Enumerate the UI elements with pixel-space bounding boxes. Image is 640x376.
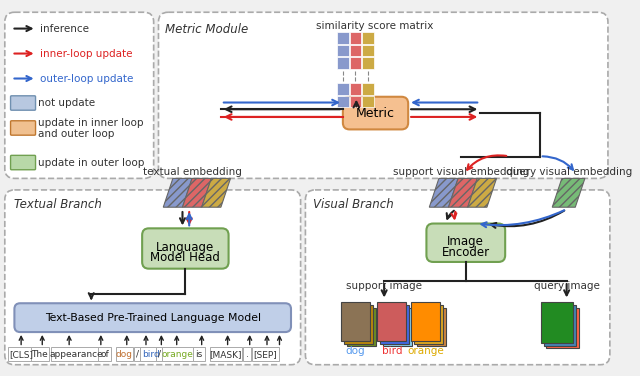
Polygon shape xyxy=(163,178,192,207)
Bar xyxy=(349,58,361,69)
Text: [MASK]: [MASK] xyxy=(209,350,242,359)
Text: update in inner loop
and outer loop: update in inner loop and outer loop xyxy=(38,118,144,139)
Text: Metric: Metric xyxy=(356,106,395,120)
Text: update in outer loop: update in outer loop xyxy=(38,158,145,168)
Text: [SEP]: [SEP] xyxy=(253,350,277,359)
Bar xyxy=(543,305,576,346)
Text: The: The xyxy=(31,350,48,359)
Bar xyxy=(362,58,374,69)
FancyBboxPatch shape xyxy=(51,347,102,361)
Text: Language: Language xyxy=(156,241,214,254)
FancyBboxPatch shape xyxy=(426,224,505,262)
Text: is: is xyxy=(195,350,202,359)
Bar xyxy=(347,308,376,346)
Bar xyxy=(349,83,361,95)
Text: dog: dog xyxy=(346,346,365,356)
Bar xyxy=(349,32,361,44)
Text: outer-loop update: outer-loop update xyxy=(40,74,134,83)
Polygon shape xyxy=(552,178,585,207)
FancyBboxPatch shape xyxy=(193,347,205,361)
Bar xyxy=(349,45,361,56)
Polygon shape xyxy=(449,178,477,207)
Text: Visual Branch: Visual Branch xyxy=(313,198,394,211)
Bar xyxy=(547,308,579,349)
FancyBboxPatch shape xyxy=(305,190,610,365)
Text: bird: bird xyxy=(381,346,402,356)
Bar xyxy=(337,96,349,107)
FancyBboxPatch shape xyxy=(162,347,193,361)
Bar xyxy=(362,45,374,56)
Text: Metric Module: Metric Module xyxy=(165,23,248,36)
FancyBboxPatch shape xyxy=(11,155,36,170)
Text: inference: inference xyxy=(40,24,90,33)
Bar xyxy=(417,308,445,346)
Text: textual embedding: textual embedding xyxy=(143,167,241,177)
Polygon shape xyxy=(202,178,230,207)
Text: orange: orange xyxy=(162,350,194,359)
Text: Text-Based Pre-Trained Language Model: Text-Based Pre-Trained Language Model xyxy=(45,313,260,323)
Bar xyxy=(337,58,349,69)
FancyBboxPatch shape xyxy=(5,190,301,365)
Text: [CLS]: [CLS] xyxy=(10,350,34,359)
FancyBboxPatch shape xyxy=(343,97,408,129)
Text: ← legend: ← legend xyxy=(13,20,19,21)
Text: orange: orange xyxy=(407,346,444,356)
Bar xyxy=(344,305,372,344)
Bar xyxy=(337,32,349,44)
Text: /: / xyxy=(136,350,140,359)
Polygon shape xyxy=(182,178,211,207)
Text: query image: query image xyxy=(534,281,600,291)
Bar xyxy=(341,302,370,341)
Text: bird: bird xyxy=(142,350,159,359)
Bar xyxy=(378,302,406,341)
Bar xyxy=(411,302,440,341)
FancyBboxPatch shape xyxy=(5,12,154,178)
FancyBboxPatch shape xyxy=(156,347,164,361)
Text: Encoder: Encoder xyxy=(442,246,490,259)
FancyBboxPatch shape xyxy=(15,303,291,332)
Text: support image: support image xyxy=(346,281,422,291)
FancyBboxPatch shape xyxy=(31,347,49,361)
Text: query visual embedding: query visual embedding xyxy=(506,167,633,177)
Text: inner-loop update: inner-loop update xyxy=(40,49,133,59)
Bar xyxy=(349,96,361,107)
FancyBboxPatch shape xyxy=(142,228,228,269)
Bar xyxy=(337,45,349,56)
Bar xyxy=(362,83,374,95)
Text: dog: dog xyxy=(116,350,133,359)
Bar xyxy=(337,83,349,95)
FancyBboxPatch shape xyxy=(134,347,141,361)
Text: support visual embedding: support visual embedding xyxy=(393,167,529,177)
FancyBboxPatch shape xyxy=(140,347,162,361)
Bar xyxy=(362,32,374,44)
Bar xyxy=(414,305,443,344)
FancyBboxPatch shape xyxy=(243,347,251,361)
Bar xyxy=(362,96,374,107)
Bar xyxy=(380,305,409,344)
Text: Textual Branch: Textual Branch xyxy=(15,198,102,211)
Text: of: of xyxy=(100,350,109,359)
Text: /: / xyxy=(159,350,161,359)
FancyBboxPatch shape xyxy=(252,347,279,361)
FancyBboxPatch shape xyxy=(99,347,111,361)
Polygon shape xyxy=(429,178,458,207)
Text: Model Head: Model Head xyxy=(150,252,220,264)
Text: similarity score matrix: similarity score matrix xyxy=(316,21,433,31)
Text: appearance: appearance xyxy=(50,350,104,359)
Polygon shape xyxy=(468,178,497,207)
FancyBboxPatch shape xyxy=(11,121,36,135)
Bar xyxy=(383,308,412,346)
FancyBboxPatch shape xyxy=(210,347,241,361)
Text: not update: not update xyxy=(38,99,95,109)
FancyBboxPatch shape xyxy=(116,347,133,361)
FancyBboxPatch shape xyxy=(8,347,35,361)
Text: .: . xyxy=(246,350,249,359)
FancyBboxPatch shape xyxy=(159,12,608,178)
Text: Image: Image xyxy=(447,235,484,248)
Bar xyxy=(541,302,573,343)
FancyBboxPatch shape xyxy=(11,96,36,110)
